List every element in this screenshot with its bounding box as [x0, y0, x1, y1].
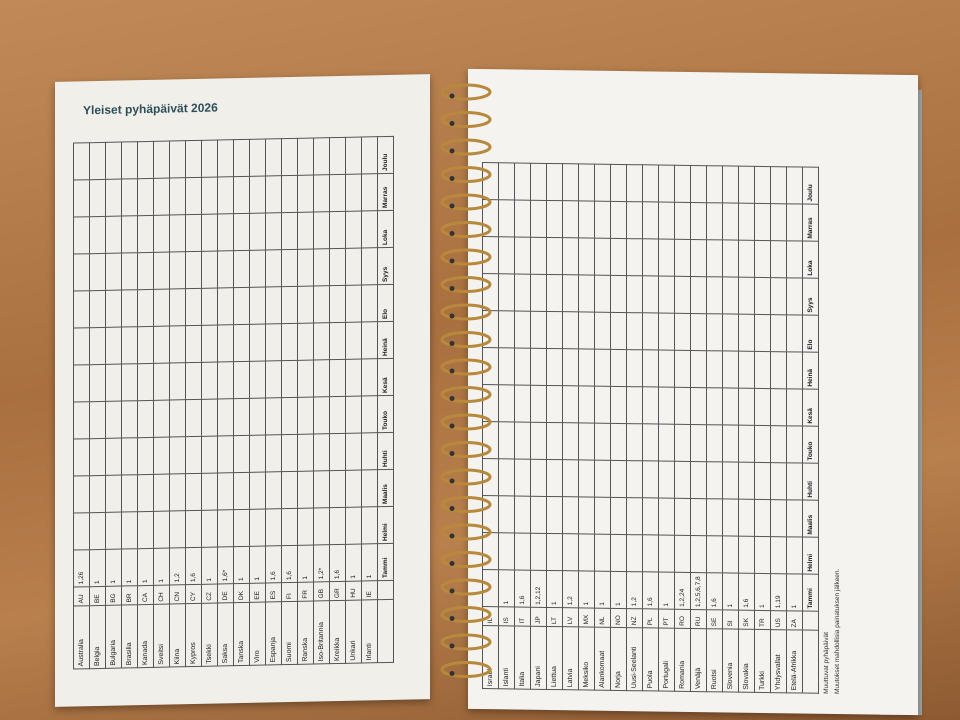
spiral-ring: [440, 468, 492, 486]
punch-hole: [449, 588, 455, 594]
punch-hole: [449, 176, 455, 181]
spiral-ring: [440, 496, 492, 513]
punch-hole: [449, 643, 455, 649]
spiral-ring: [440, 331, 492, 348]
spiral-ring: [440, 276, 492, 293]
spiral-ring: [440, 248, 492, 266]
punch-hole: [449, 616, 455, 621]
punch-hole: [449, 203, 455, 209]
spiral-ring: [440, 606, 492, 623]
punch-hole: [449, 148, 455, 154]
spiral-ring: [440, 138, 492, 156]
punch-hole: [449, 121, 455, 126]
spiral-ring: [440, 441, 492, 458]
spiral-ring: [440, 166, 492, 183]
punch-hole: [449, 341, 455, 346]
spiral-ring: [440, 633, 492, 651]
spiral-ring: [440, 358, 492, 376]
spiral-ring: [440, 523, 492, 541]
punch-hole: [449, 533, 455, 539]
punch-hole: [449, 93, 455, 99]
punch-hole: [449, 396, 455, 401]
punch-hole: [449, 231, 455, 236]
spiral-ring: [440, 111, 492, 128]
punch-hole: [449, 451, 455, 456]
punch-hole: [449, 561, 455, 566]
spiral-ring: [440, 551, 492, 568]
punch-hole: [449, 368, 455, 374]
punch-hole: [449, 506, 455, 511]
punch-hole: [449, 313, 455, 319]
spiral-ring: [440, 661, 492, 678]
punch-hole: [449, 671, 455, 676]
punch-hole: [449, 258, 455, 264]
punch-hole: [449, 423, 455, 429]
spiral-ring: [440, 303, 492, 321]
spiral-ring: [440, 413, 492, 431]
spiral-ring: [440, 578, 492, 596]
spiral-ring: [440, 386, 492, 403]
punch-hole: [449, 286, 455, 291]
spiral-ring: [440, 193, 492, 211]
spiral-ring: [440, 221, 492, 238]
punch-hole: [449, 478, 455, 484]
spiral-ring: [440, 83, 492, 101]
